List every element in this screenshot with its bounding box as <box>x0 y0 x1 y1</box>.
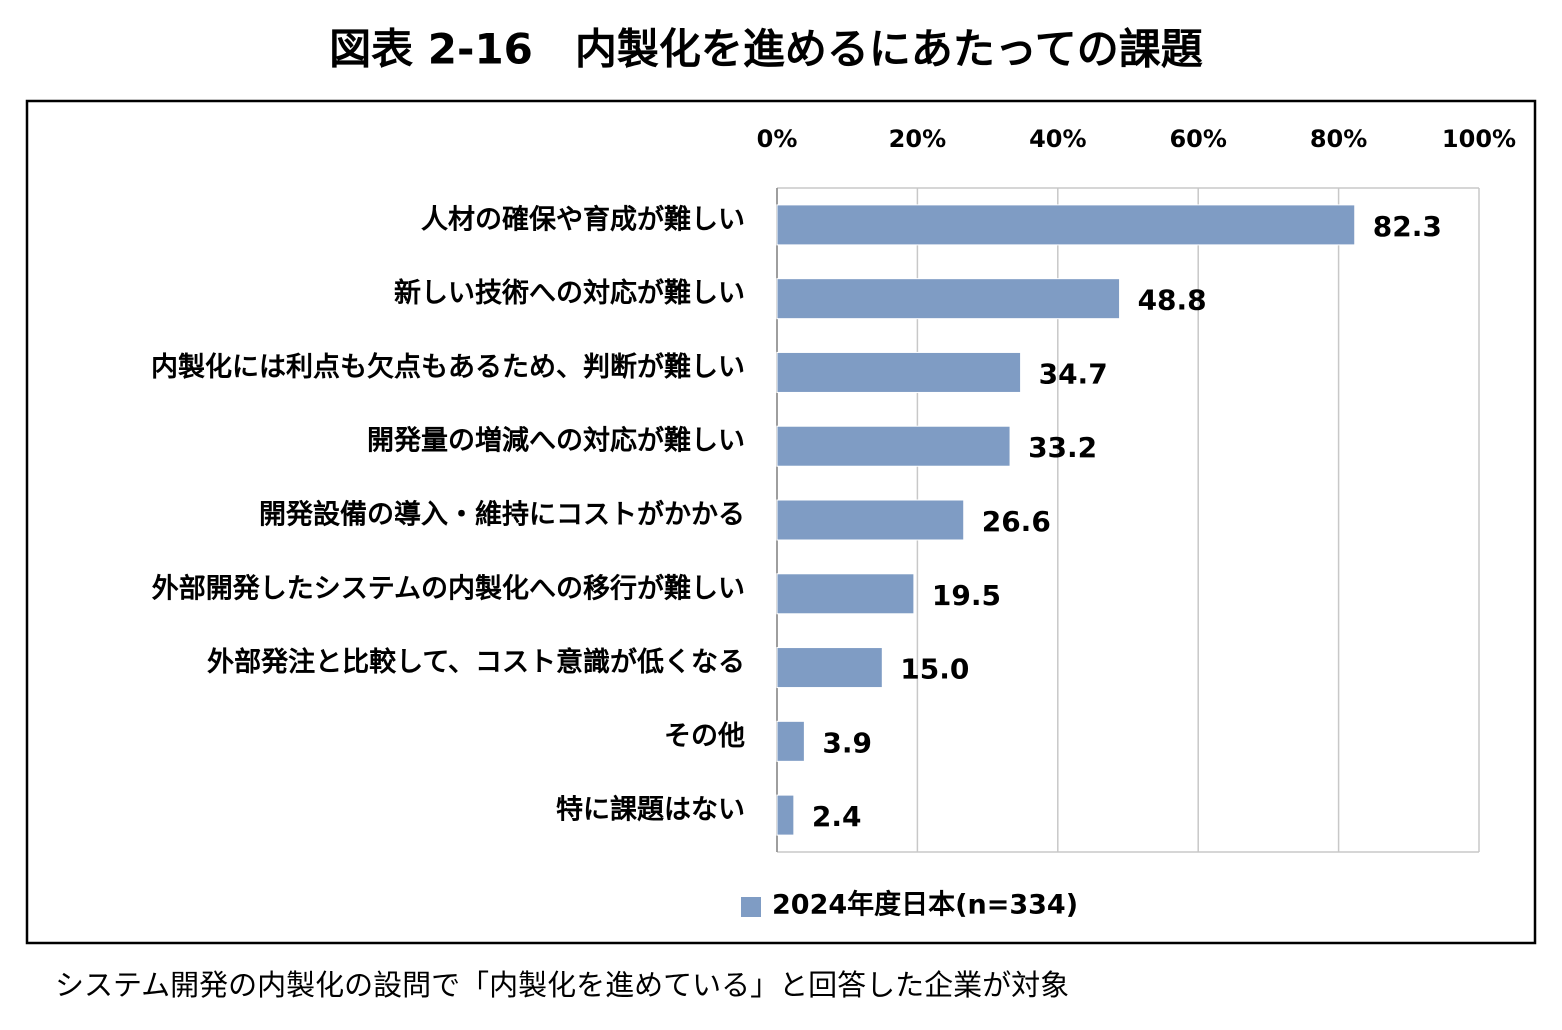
bar <box>776 647 883 689</box>
data-label: 2.4 <box>812 800 862 833</box>
data-label: 15.0 <box>900 653 969 686</box>
bar <box>776 573 915 615</box>
y-tick-label: 開発量の増減への対応が難しい <box>367 425 745 457</box>
x-tick-label: 20% <box>889 125 946 153</box>
y-tick-label: 内製化には利点も欠点もあるため、判断が難しい <box>151 351 745 383</box>
chart-frame <box>25 99 1537 945</box>
bar <box>776 278 1121 320</box>
bar <box>776 425 1011 467</box>
x-tick-label: 40% <box>1029 125 1086 153</box>
y-tick-label: 特に課題はない <box>556 794 745 826</box>
bar <box>776 794 795 836</box>
y-tick-label: 開発設備の導入・維持にコストがかかる <box>259 499 745 531</box>
chart-title: 図表 2-16 内製化を進めるにあたっての課題 <box>329 25 1203 74</box>
x-tick-label: 80% <box>1310 125 1367 153</box>
x-tick-label: 100% <box>1442 125 1516 153</box>
bar <box>776 499 965 541</box>
legend-label: 2024年度日本(n=334) <box>772 889 1078 921</box>
bar <box>776 204 1356 246</box>
x-tick-label: 0% <box>757 125 798 153</box>
x-tick-label: 60% <box>1169 125 1226 153</box>
footnote: システム開発の内製化の設問で「内製化を進めている」と回答した企業が対象 <box>55 968 1069 1002</box>
y-tick-label: 人材の確保や育成が難しい <box>421 203 745 235</box>
data-label: 26.6 <box>982 505 1051 538</box>
legend-swatch <box>741 897 761 917</box>
y-tick-label: 外部発注と比較して、コスト意識が低くなる <box>207 646 745 678</box>
data-label: 3.9 <box>822 726 872 759</box>
y-tick-label: その他 <box>664 721 745 752</box>
bar <box>776 720 805 762</box>
data-label: 48.8 <box>1138 284 1207 317</box>
y-tick-label: 新しい技術への対応が難しい <box>394 277 745 309</box>
data-label: 19.5 <box>932 579 1001 612</box>
data-label: 82.3 <box>1373 210 1442 243</box>
data-label: 34.7 <box>1039 357 1108 390</box>
y-tick-label: 外部開発したシステムの内製化への移行が難しい <box>152 572 745 604</box>
data-label: 33.2 <box>1028 431 1097 464</box>
bar <box>776 351 1022 393</box>
